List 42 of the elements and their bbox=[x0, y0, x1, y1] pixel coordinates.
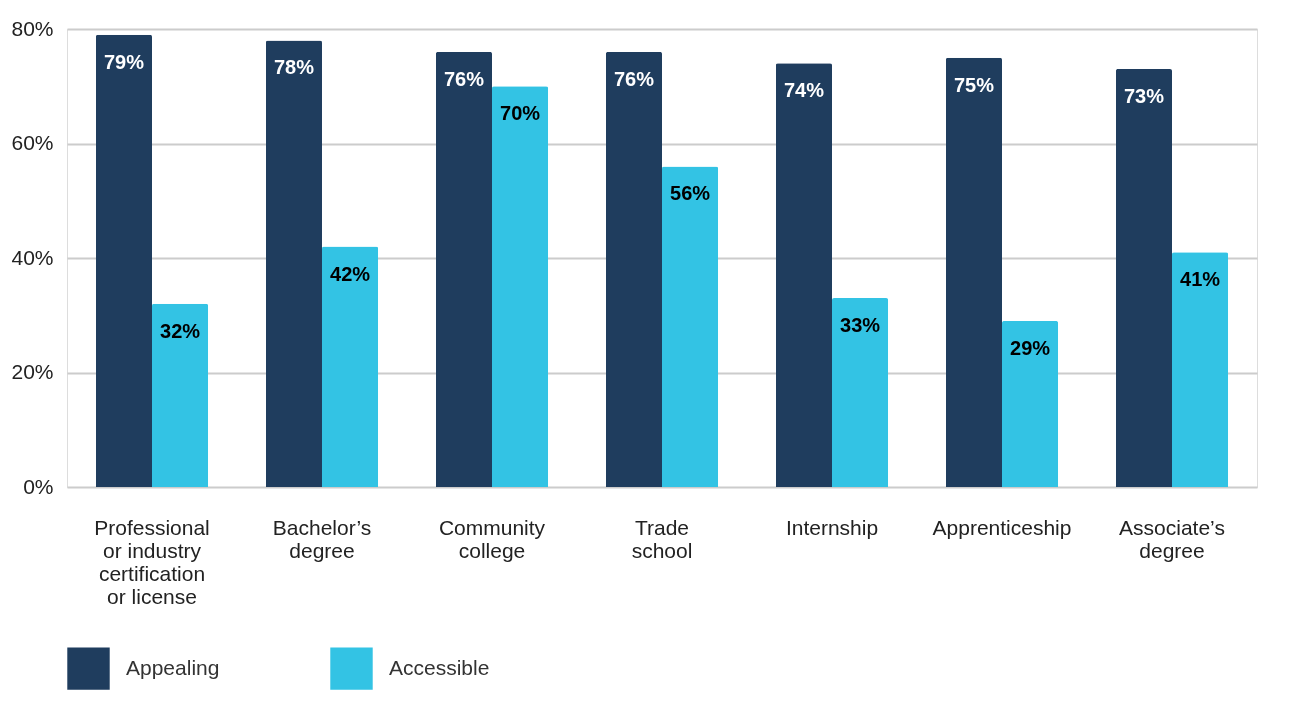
bar bbox=[265, 40, 322, 487]
x-tick-label: Associate’s degree bbox=[1119, 515, 1225, 562]
data-label: 29% bbox=[1010, 336, 1051, 359]
legend-label: Appealing bbox=[126, 655, 220, 679]
x-tick-label: Community college bbox=[438, 515, 546, 562]
data-label: 70% bbox=[500, 102, 541, 125]
y-tick-label: 0% bbox=[23, 474, 54, 498]
data-label: 32% bbox=[160, 319, 201, 342]
data-label: 42% bbox=[330, 262, 371, 285]
bar bbox=[492, 86, 549, 487]
bar bbox=[945, 57, 1002, 487]
y-tick-label: 60% bbox=[11, 131, 54, 154]
data-label: 76% bbox=[443, 67, 485, 90]
bar bbox=[1115, 69, 1172, 487]
bar bbox=[605, 51, 662, 487]
bar bbox=[322, 246, 379, 487]
bar bbox=[832, 298, 889, 487]
legend-label: Accessible bbox=[389, 655, 490, 679]
bar bbox=[662, 166, 719, 487]
data-label: 75% bbox=[953, 73, 995, 96]
data-label: 79% bbox=[103, 50, 145, 73]
data-label: 74% bbox=[783, 79, 825, 102]
bar bbox=[775, 63, 832, 487]
data-label: 56% bbox=[670, 182, 711, 205]
x-tick-label: Apprenticeship bbox=[932, 515, 1072, 539]
x-tick-label: Internship bbox=[785, 515, 879, 539]
y-tick-label: 20% bbox=[11, 360, 54, 383]
bar bbox=[435, 51, 492, 487]
data-label: 33% bbox=[840, 314, 881, 337]
data-label: 78% bbox=[273, 56, 315, 79]
data-label: 41% bbox=[1180, 268, 1221, 291]
data-label: 76% bbox=[613, 67, 655, 90]
x-tick-label: Trade school bbox=[631, 515, 693, 562]
bar bbox=[1172, 252, 1229, 487]
bar bbox=[1002, 320, 1059, 487]
x-tick-label: Professional or industry certification or license bbox=[94, 515, 210, 608]
bar bbox=[152, 303, 209, 487]
bar bbox=[95, 34, 152, 487]
data-label: 73% bbox=[1123, 85, 1165, 108]
y-tick-label: 80% bbox=[11, 16, 54, 40]
x-tick-label: Bachelor’s degree bbox=[272, 515, 372, 562]
y-tick-label: 40% bbox=[11, 245, 54, 269]
